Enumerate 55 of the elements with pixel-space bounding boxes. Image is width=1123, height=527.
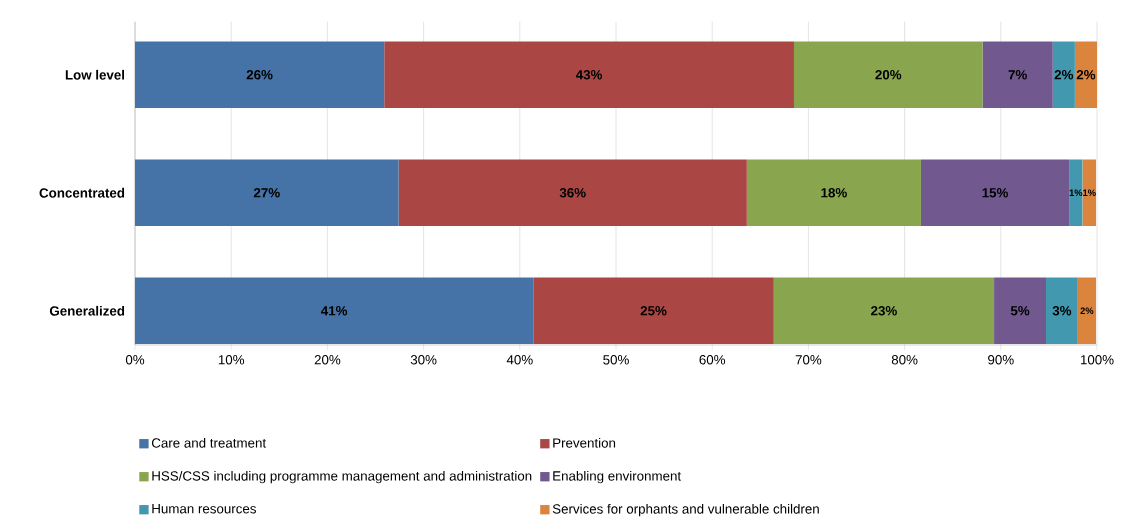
data-label: 5%: [1010, 306, 1030, 316]
data-label: 15%: [982, 188, 1009, 198]
data-label: 41%: [321, 306, 348, 316]
bar: [773, 277, 995, 345]
data-label: 26%: [246, 70, 273, 80]
x-tick-label: 90%: [988, 355, 1014, 365]
x-tick-label: 0%: [125, 355, 145, 365]
y-tick-label: Concentrated: [39, 187, 125, 198]
bar: [920, 159, 1070, 227]
bar: [135, 277, 534, 345]
x-tick-label: 60%: [699, 355, 726, 365]
data-label: 27%: [253, 188, 280, 198]
bar: [1082, 159, 1097, 227]
bar: [398, 159, 747, 227]
data-label: 43%: [575, 70, 603, 80]
x-tick-label: 20%: [314, 355, 341, 365]
data-label: 1%: [1083, 189, 1096, 197]
x-tick-label: 70%: [795, 355, 822, 365]
data-label: 2%: [1080, 307, 1094, 315]
bar: [533, 277, 774, 345]
bar: [135, 159, 399, 227]
bar: [1077, 277, 1097, 345]
x-tick-label: 40%: [506, 355, 533, 365]
legend-label: Care and treatment: [151, 437, 267, 448]
data-label: 20%: [875, 70, 902, 80]
data-label: 3%: [1052, 306, 1072, 316]
x-tick-label: 30%: [410, 355, 437, 365]
data-label: 18%: [821, 188, 847, 198]
y-tick-label: Generalized: [49, 305, 125, 316]
data-label: 23%: [871, 306, 897, 316]
x-tick-label: 80%: [891, 355, 918, 365]
bar: [793, 41, 983, 109]
bar: [746, 159, 921, 227]
legend-label: HSS/CSS including programme management and administration: [152, 470, 532, 484]
data-label: 36%: [559, 188, 586, 198]
bar: [994, 277, 1047, 345]
data-label: 25%: [640, 306, 667, 316]
bar: [135, 41, 385, 109]
legend-label: Enabling environment: [553, 470, 682, 484]
legend-label: Human resources: [152, 504, 256, 514]
bar: [1069, 159, 1083, 227]
bar: [1046, 277, 1078, 345]
x-tick-label: 100%: [1080, 355, 1114, 365]
data-label: 7%: [1008, 70, 1027, 80]
y-tick-label: Low level: [65, 69, 125, 80]
data-label: 2%: [1054, 70, 1074, 80]
bar: [982, 41, 1053, 109]
bar: [1052, 41, 1075, 109]
legend-label: Services for orphants and vulnerable children: [552, 503, 819, 517]
x-tick-label: 10%: [218, 355, 245, 365]
x-tick-label: 50%: [603, 355, 629, 365]
legend-label: Prevention: [553, 437, 616, 448]
bar: [1074, 41, 1097, 109]
data-label: 2%: [1076, 70, 1096, 80]
bar: [384, 41, 794, 109]
